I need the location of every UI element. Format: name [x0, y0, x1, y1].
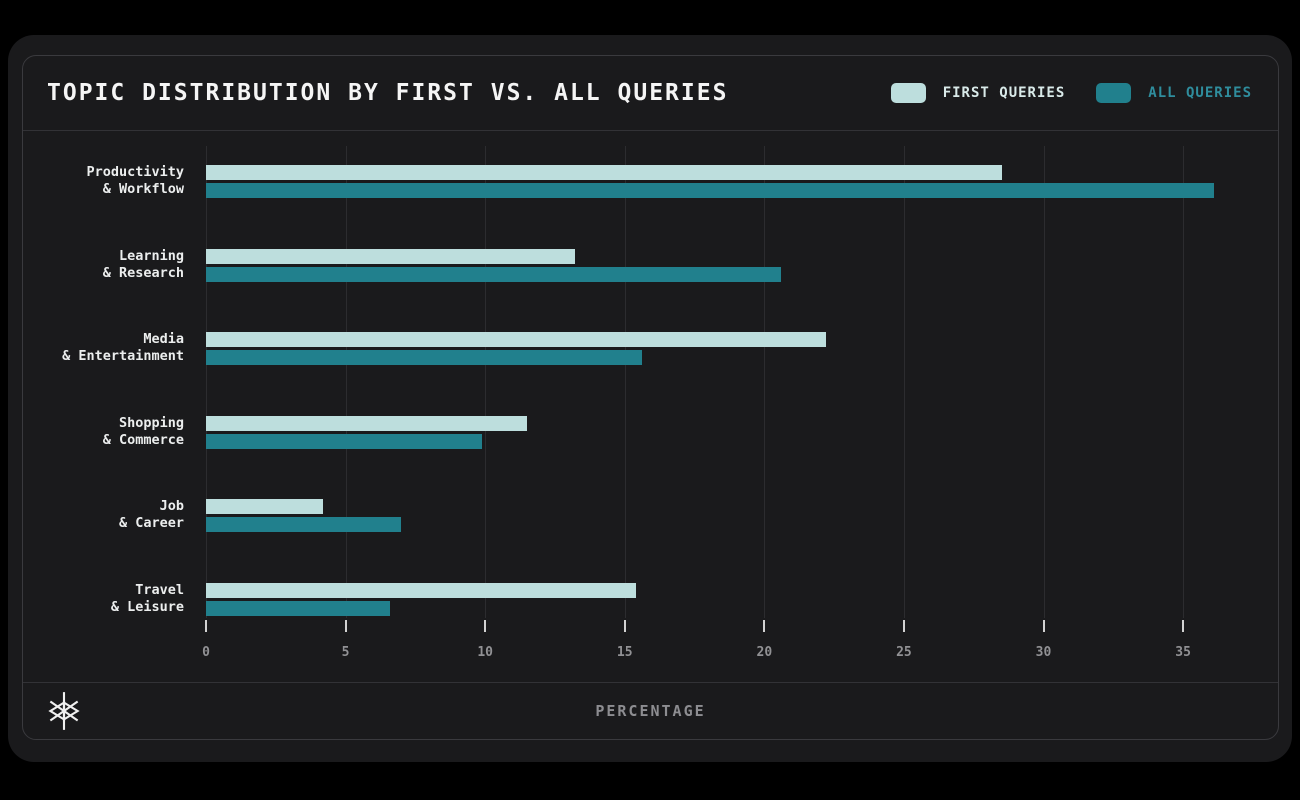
x-axis-title: PERCENTAGE: [595, 702, 706, 720]
tick-label-0: 0: [202, 645, 210, 660]
chart-header: TOPIC DISTRIBUTION BY FIRST VS. ALL QUER…: [23, 56, 1278, 131]
tick-label-30: 30: [1035, 645, 1052, 660]
tick-mark-20: [763, 620, 766, 632]
gridline-35: [1183, 146, 1185, 618]
bar-all-queries-productivity: [206, 183, 1214, 198]
bar-all-queries-media: [206, 350, 642, 365]
gridline-20: [764, 146, 766, 618]
category-label-shopping: Shopping & Commerce: [102, 414, 184, 448]
tick-mark-5: [344, 620, 347, 632]
tick-mark-10: [484, 620, 487, 632]
bar-first-queries-productivity: [206, 165, 1002, 180]
category-label-productivity: Productivity & Workflow: [86, 164, 184, 197]
legend-label-first-queries: FIRST QUERIES: [942, 85, 1066, 101]
chart-title: TOPIC DISTRIBUTION BY FIRST VS. ALL QUER…: [47, 80, 729, 106]
gridline-5: [345, 146, 347, 618]
tick-mark-15: [623, 620, 626, 632]
category-label-travel: Travel & Leisure: [110, 581, 184, 615]
tick-label-15: 15: [616, 645, 633, 660]
legend: FIRST QUERIES ALL QUERIES: [890, 83, 1252, 103]
chart-frame: TOPIC DISTRIBUTION BY FIRST VS. ALL QUER…: [22, 55, 1279, 740]
tick-label-25: 25: [896, 645, 912, 660]
gridline-30: [1043, 146, 1045, 618]
gridline-25: [903, 146, 905, 618]
bar-all-queries-travel: [206, 600, 391, 616]
tick-label-20: 20: [756, 645, 773, 660]
bar-all-queries-job: [206, 517, 402, 532]
gridline-0: [206, 146, 207, 618]
bar-first-queries-travel: [206, 582, 636, 598]
bar-first-queries-learning: [206, 248, 575, 264]
gridline-15: [624, 146, 626, 618]
bar-all-queries-learning: [206, 266, 782, 282]
legend-item-all-queries: ALL QUERIES: [1096, 83, 1252, 103]
legend-label-all-queries: ALL QUERIES: [1148, 85, 1252, 101]
chart-plot-area: 0 5 10 15 20 25 30 35 Productivity & Workflow Lea…: [23, 131, 1278, 682]
tick-mark-30: [1042, 620, 1045, 632]
tick-mark-25: [902, 620, 905, 632]
category-label-media: Media & Entertainment: [62, 331, 184, 364]
category-label-job: Job & Career: [118, 498, 184, 531]
legend-item-first-queries: FIRST QUERIES: [890, 83, 1066, 103]
tick-mark-0: [205, 620, 207, 632]
gridline-10: [485, 146, 487, 618]
tick-label-35: 35: [1175, 645, 1191, 660]
bar-first-queries-job: [206, 499, 324, 514]
tick-mark-35: [1182, 620, 1185, 632]
bar-first-queries-media: [206, 332, 826, 347]
starburst-logo-icon: [48, 692, 80, 730]
chart-card: TOPIC DISTRIBUTION BY FIRST VS. ALL QUER…: [8, 35, 1292, 762]
chart-footer: PERCENTAGE: [23, 682, 1278, 739]
category-label-learning: Learning & Research: [102, 247, 184, 281]
bar-all-queries-shopping: [206, 433, 483, 449]
legend-swatch-first-queries: [890, 83, 926, 103]
bar-first-queries-shopping: [206, 415, 528, 431]
legend-swatch-all-queries: [1096, 83, 1132, 103]
tick-label-5: 5: [341, 645, 350, 660]
tick-label-10: 10: [477, 645, 493, 660]
